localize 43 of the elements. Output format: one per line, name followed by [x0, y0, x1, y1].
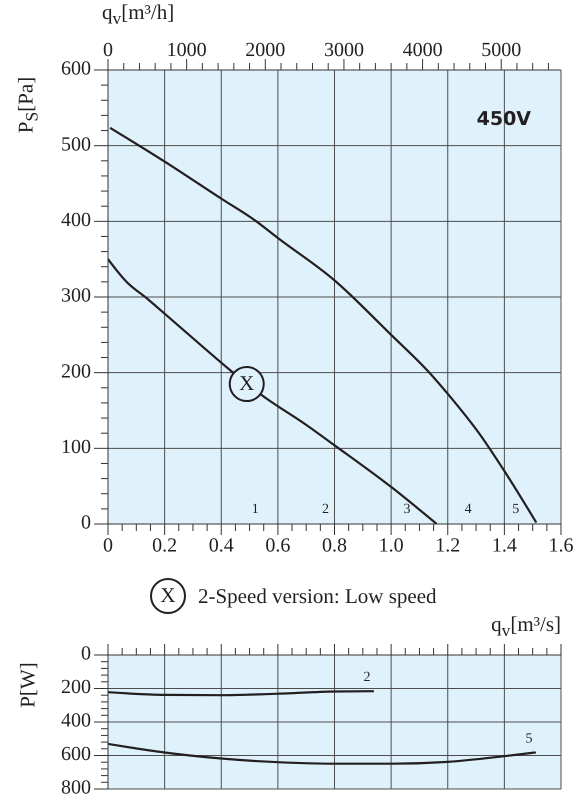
series-label: 5 — [525, 731, 532, 746]
x-tick-label: 1.2 — [435, 534, 460, 557]
x2-tick-label: 1000 — [166, 39, 207, 61]
x-tick-label: 1.4 — [492, 534, 517, 557]
annotation: 2 — [322, 502, 329, 518]
x2-axis-title: q$_{v}$[m³/h] — [102, 0, 174, 30]
x-tick-label: 1.0 — [378, 534, 404, 557]
y-tick-label: 600 — [61, 58, 91, 80]
x-tick-label: 0.4 — [208, 534, 234, 557]
annotation: 3 — [403, 502, 410, 518]
y-tick-label: 200 — [61, 676, 91, 698]
x-tick-label: 0.8 — [322, 534, 347, 557]
y-tick-label: 400 — [61, 710, 91, 732]
x-axis-title: q$_{v}$[m³/s] — [491, 612, 561, 642]
x2-tick-label: 2000 — [245, 39, 286, 61]
y-tick-label: 100 — [61, 436, 91, 458]
x-tick-label: 0 — [103, 534, 113, 557]
y-tick-label: 800 — [61, 776, 91, 796]
x-tick-label: 0.2 — [152, 534, 178, 557]
y-tick-label: 400 — [61, 208, 91, 231]
y-tick-label: 500 — [61, 133, 91, 156]
y-tick-label: 600 — [61, 743, 91, 766]
line-series — [108, 258, 437, 524]
y-tick-label: 0 — [81, 512, 91, 534]
line-series — [110, 127, 537, 523]
line-series — [108, 742, 536, 765]
series-label: X — [239, 370, 254, 395]
y-tick-label: 200 — [61, 360, 91, 382]
annotation: 4 — [464, 502, 472, 518]
text: X — [160, 582, 176, 607]
y-axis-title: P[W] — [16, 662, 40, 708]
x-tick-label: 0.6 — [265, 534, 290, 557]
x2-tick-label: 5000 — [481, 39, 522, 61]
series-label: 2 — [364, 670, 371, 686]
x2-tick-label: 4000 — [402, 39, 443, 61]
text: 2-Speed version: Low speed — [198, 584, 437, 608]
annotation: 1 — [252, 502, 259, 518]
y-tick-label: 300 — [61, 284, 91, 307]
x-tick-label: 1.6 — [548, 534, 574, 557]
annotation: 5 — [512, 502, 520, 518]
x2-tick-label: 3000 — [324, 39, 364, 61]
x2-tick-label: 0 — [103, 39, 113, 61]
y-tick-label: 0 — [81, 642, 91, 665]
